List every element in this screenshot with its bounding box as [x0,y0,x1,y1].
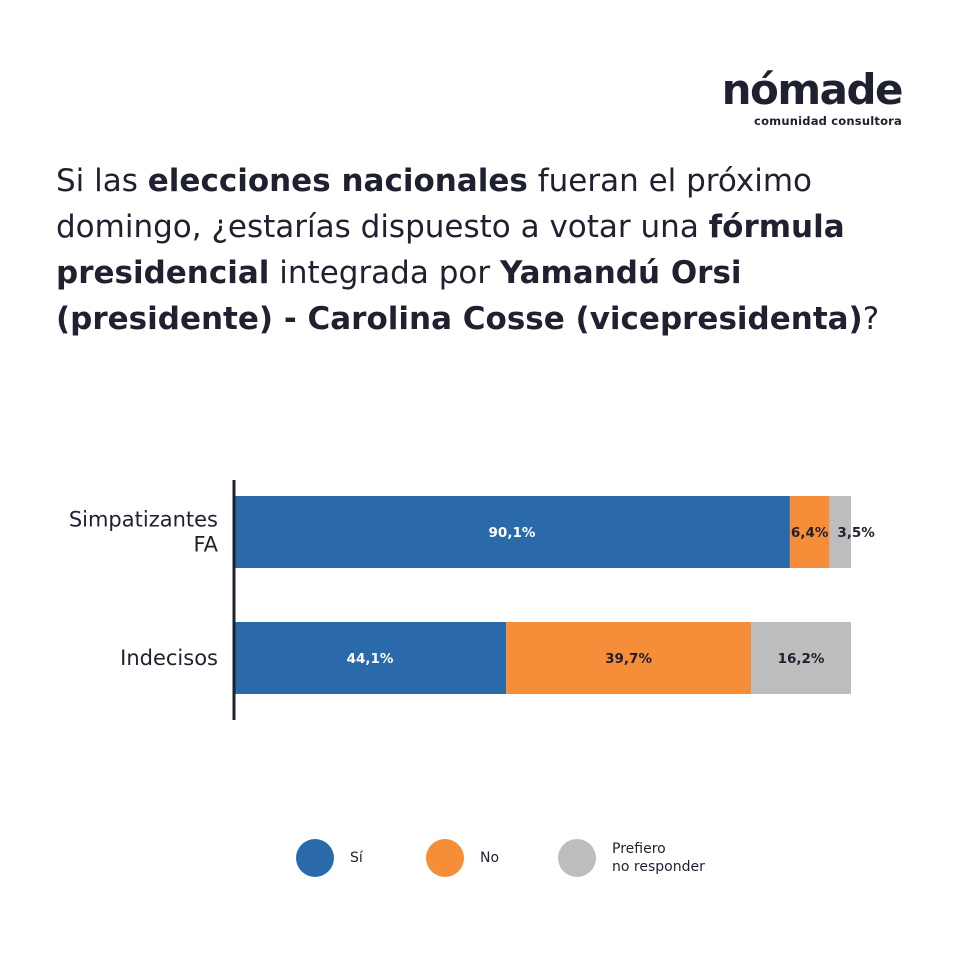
chart-legend: Sí No Prefiero no responder [0,838,980,882]
question-part-5: Yamandú Orsi (presidente) - Carolina Cos… [56,255,863,337]
legend-swatch-no [426,839,464,877]
category-label-line: Simpatizantes [69,508,218,532]
brand-tagline: comunidad consultora [754,114,902,128]
legend-label-si: Sí [350,850,363,866]
bar-1-0 [234,622,507,694]
bar-0-0 [234,496,790,568]
legend-item-no: No [426,838,610,878]
brand-logo: nómade comunidad consultora [721,65,904,129]
question-part-6: ? [862,301,880,337]
brand-name: nómade [721,65,904,114]
data-label-0-1: 6,4% [791,525,829,541]
data-label-1-2: 16,2% [778,651,825,667]
data-label-0-2: 3,5% [837,525,875,541]
question-part-3: fórmula presidencial [56,209,845,291]
question-part-2: fueran el próximo domingo, ¿estarías dis… [56,163,812,245]
question-part-1: elecciones nacionales [147,163,528,199]
bar-1-2 [751,622,851,694]
legend-label-prefiero: Prefiero no responder [612,841,705,875]
legend-item-prefiero: Prefiero no responder [558,838,742,878]
data-label-1-0: 44,1% [347,651,394,667]
bar-0-1 [789,496,830,568]
category-label-line: FA [193,533,218,557]
legend-swatch-prefiero [558,839,596,877]
data-label-0-0: 90,1% [489,525,536,541]
legend-label-no: No [480,850,500,866]
question-part-4: integrada por [269,255,500,291]
data-label-1-1: 39,7% [605,651,652,667]
stacked-bar-chart: 90,1% 6,4% 3,5% Simpatizantes FA 44,1% 39,7% 16… [69,480,875,720]
bar-0-2 [829,496,851,568]
category-label-line: Indecisos [120,646,218,670]
category-label-0: Simpatizantes FA [69,508,219,557]
bar-1-1 [506,622,752,694]
legend-swatch-si [296,839,334,877]
legend-item-si: Sí [296,838,480,878]
category-label-1: Indecisos [120,646,218,670]
question-part-0: Si las [56,163,148,199]
survey-question: Si las elecciones nacionales fueran el p… [56,158,916,342]
